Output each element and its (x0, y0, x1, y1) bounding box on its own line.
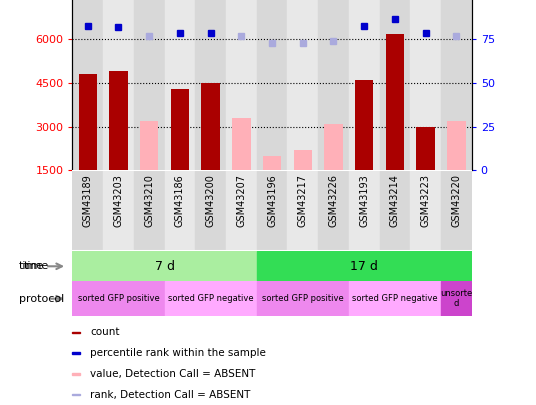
Bar (294, 150, 312, 170)
Bar (170, 89, 189, 170)
Bar (72, 251, 257, 281)
Bar (72, 0, 103, 170)
Bar (410, 170, 441, 251)
Bar (78, 75, 97, 170)
Bar (263, 156, 281, 170)
Bar (257, 0, 287, 170)
Bar (226, 170, 257, 251)
Bar (379, 0, 410, 170)
Bar (232, 118, 250, 170)
Text: sorted GFP negative: sorted GFP negative (352, 294, 438, 303)
Text: time: time (19, 261, 44, 271)
Bar (195, 0, 226, 170)
Bar (257, 170, 287, 251)
Text: GSM43226: GSM43226 (329, 174, 338, 227)
Bar (416, 126, 435, 170)
Text: count: count (91, 328, 120, 337)
Bar (134, 0, 165, 170)
Bar (349, 281, 441, 316)
Text: GSM43220: GSM43220 (451, 174, 461, 227)
Text: sorted GFP positive: sorted GFP positive (262, 294, 344, 303)
Bar (103, 0, 134, 170)
Text: rank, Detection Call = ABSENT: rank, Detection Call = ABSENT (91, 390, 251, 400)
Bar (72, 352, 80, 354)
Bar (72, 281, 165, 316)
Text: GSM43210: GSM43210 (144, 174, 154, 227)
Bar (318, 170, 349, 251)
Bar (410, 0, 441, 170)
Text: 7 d: 7 d (154, 260, 175, 273)
Text: GSM43207: GSM43207 (236, 174, 247, 227)
Text: percentile rank within the sample: percentile rank within the sample (91, 348, 266, 358)
Bar (109, 71, 128, 170)
Bar (72, 332, 80, 333)
Bar (165, 0, 195, 170)
Text: sorted GFP positive: sorted GFP positive (78, 294, 159, 303)
Bar (165, 170, 195, 251)
Text: GSM43193: GSM43193 (359, 174, 369, 227)
Text: GSM43214: GSM43214 (390, 174, 400, 227)
Bar (379, 170, 410, 251)
Text: 17 d: 17 d (350, 260, 378, 273)
Bar (72, 394, 80, 395)
Text: value, Detection Call = ABSENT: value, Detection Call = ABSENT (91, 369, 256, 379)
Bar (226, 0, 257, 170)
Text: GSM43196: GSM43196 (267, 174, 277, 227)
Bar (287, 170, 318, 251)
Text: unsorte
d: unsorte d (440, 289, 472, 308)
Text: protocol: protocol (19, 294, 64, 304)
Bar (441, 281, 472, 316)
Bar (140, 121, 158, 170)
Text: GSM43186: GSM43186 (175, 174, 185, 227)
Bar (447, 121, 466, 170)
Bar (202, 83, 220, 170)
Bar (72, 170, 103, 251)
Bar (386, 34, 404, 170)
Text: GSM43189: GSM43189 (83, 174, 93, 227)
Text: time: time (24, 261, 49, 271)
Text: GSM43203: GSM43203 (114, 174, 123, 227)
Bar (134, 170, 165, 251)
Text: sorted GFP negative: sorted GFP negative (168, 294, 254, 303)
Bar (195, 170, 226, 251)
Bar (349, 0, 379, 170)
Text: GSM43217: GSM43217 (297, 174, 308, 227)
Bar (72, 373, 80, 375)
Text: GSM43200: GSM43200 (206, 174, 215, 227)
Bar (287, 0, 318, 170)
Bar (441, 170, 472, 251)
Bar (257, 281, 349, 316)
Bar (103, 170, 134, 251)
Bar (257, 251, 472, 281)
Bar (318, 0, 349, 170)
Bar (349, 170, 379, 251)
Bar (355, 80, 374, 170)
Bar (324, 124, 343, 170)
Bar (165, 281, 257, 316)
Text: GSM43223: GSM43223 (421, 174, 430, 227)
Bar (441, 0, 472, 170)
